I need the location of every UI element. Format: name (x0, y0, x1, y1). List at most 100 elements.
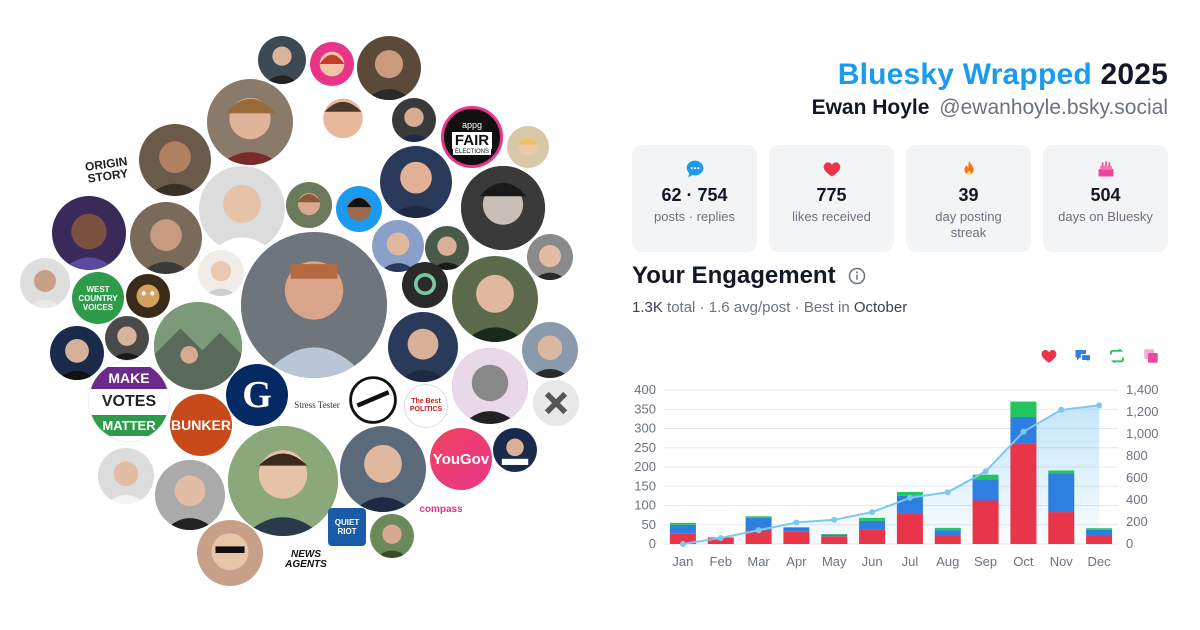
bunker-logo: BUNKER (171, 417, 231, 433)
bar-segment-reposts (821, 533, 848, 535)
avatar-bubble[interactable] (20, 258, 70, 308)
avatar-bubble[interactable] (380, 146, 452, 218)
engagement-total-word: total (667, 299, 696, 316)
avatar-bubble[interactable] (199, 166, 285, 252)
info-icon[interactable] (848, 267, 866, 285)
bar-segment-likes (783, 531, 810, 544)
avatar-bubble[interactable] (452, 256, 538, 342)
origin-story-logo: ORIGIN STORY (84, 154, 129, 186)
title-brand: Bluesky Wrapped (837, 58, 1092, 91)
cumulative-point (831, 516, 838, 523)
y-tick-label-left: 100 (634, 498, 656, 513)
avatar-bubble[interactable] (370, 514, 414, 558)
avatar-bubble[interactable] (52, 196, 126, 270)
quote-icon[interactable] (1142, 347, 1160, 365)
avatar-bubble[interactable] (402, 262, 448, 308)
avatar-bubble-the-bunker[interactable]: BUNKER (170, 394, 232, 456)
avatar-bubble[interactable] (507, 126, 549, 168)
bar-segment-replies (1086, 529, 1113, 536)
avatar-bubble-origin-story[interactable]: ORIGIN STORY (80, 143, 134, 197)
bar-segment-likes (896, 513, 923, 544)
avatar-bubble[interactable] (198, 250, 244, 296)
bar-segment-replies (821, 534, 848, 537)
avatar-bubble-the-guardian[interactable]: G (226, 364, 288, 426)
avatar-bubble[interactable] (461, 166, 545, 250)
avatar-bubble-compass[interactable]: compass (420, 496, 462, 522)
news-agents-logo: NEWS AGENTS (285, 549, 327, 570)
bar-segment-replies (669, 524, 696, 534)
y-tick-label-right: 1,200 (1126, 404, 1159, 419)
avatar-bubble[interactable] (139, 124, 211, 196)
wrapped-header: Bluesky Wrapped 2025 Ewan Hoyle @ewanhoy… (812, 58, 1168, 120)
avatar-bubble[interactable] (310, 88, 376, 154)
avatar-bubble[interactable] (527, 234, 573, 280)
stat-label: days on Bluesky (1058, 209, 1153, 224)
appg-label: appg (461, 119, 483, 130)
x-tick-label: Jun (862, 554, 883, 569)
avatar-bubble[interactable] (207, 79, 293, 165)
elections-label: ELECTIONS (452, 148, 491, 155)
engagement-chart: 0 50 100 150 200 250 300 350 400 0 200 400 600 800 1,0… (634, 382, 1159, 569)
avatar-bubble[interactable] (392, 98, 436, 142)
avatar-bubble[interactable] (286, 182, 332, 228)
avatar-bubble[interactable] (130, 202, 202, 274)
engagement-best-month: October (853, 299, 908, 316)
avatar-bubble-stress-tester[interactable]: Stress Tester (290, 378, 344, 432)
avatar-bubble[interactable] (197, 520, 263, 586)
avatar-bubble[interactable] (340, 426, 426, 512)
avatar-bubble[interactable] (388, 312, 458, 382)
avatar-bubble[interactable] (345, 372, 401, 428)
avatar-bubble-west-country-voices[interactable]: WEST COUNTRY VOICES (72, 272, 124, 324)
best-politics-logo: The Best POLITICS (409, 398, 443, 413)
avatar-bubble[interactable] (155, 460, 225, 530)
avatar-bubble-make-votes-matter[interactable]: MAKE VOTES MATTER (88, 360, 170, 442)
repost-icon[interactable] (1108, 347, 1126, 365)
avatar-bubble[interactable] (372, 220, 424, 272)
x-tick-label: Apr (786, 554, 807, 569)
x-tick-label: Mar (747, 554, 770, 569)
votes-label: VOTES (101, 392, 157, 410)
bar-segment-reposts (783, 527, 810, 528)
avatar-bubble[interactable] (452, 348, 528, 424)
avatar-bubble[interactable] (258, 36, 306, 84)
avatar-bubble[interactable] (105, 316, 149, 360)
avatar-bubble[interactable] (154, 302, 242, 390)
avatar-bubble-central[interactable] (241, 232, 387, 378)
avatar-bubble[interactable] (98, 448, 154, 504)
avatar-bubble[interactable] (50, 326, 104, 380)
avatar-bubble[interactable] (336, 186, 382, 232)
avatar-bubble[interactable] (533, 380, 579, 426)
heart-icon[interactable] (1040, 347, 1058, 365)
user-handle[interactable]: @ewanhoyle.bsky.social (939, 96, 1168, 119)
x-tick-label: May (822, 554, 847, 569)
avatar-bubble-quiet-riot[interactable]: QUIET RIOT (328, 508, 366, 546)
cumulative-point (1020, 428, 1027, 435)
avatar-bubble[interactable] (228, 426, 338, 536)
make-label: MAKE (89, 366, 169, 389)
bar-segment-reposts (896, 492, 923, 496)
bar-segment-replies (1048, 473, 1075, 513)
bar-segment-replies (783, 527, 810, 532)
avatar-bubble[interactable] (522, 322, 578, 378)
y-tick-label-right: 200 (1126, 514, 1148, 529)
replies-icon[interactable] (1074, 347, 1092, 365)
y-tick-label-left: 200 (634, 459, 656, 474)
avatar-bubble-best-politics[interactable]: The Best POLITICS (404, 384, 448, 428)
fair-label: FAIR (451, 131, 493, 149)
bar-segment-likes (859, 529, 886, 544)
cumulative-point (793, 519, 800, 526)
avatar-bubble[interactable] (357, 36, 421, 100)
avatar-bubble-news-agents[interactable]: NEWS AGENTS (282, 544, 330, 576)
x-tick-label: Feb (710, 554, 732, 569)
avatar-bubble-yougov[interactable]: YouGov (430, 428, 492, 490)
avatar-bubble[interactable] (493, 428, 537, 472)
avatar-bubble[interactable] (310, 42, 354, 86)
matter-label: MATTER (89, 414, 169, 436)
bar-segment-likes (1010, 443, 1037, 544)
avatar-bubble[interactable] (126, 274, 170, 318)
bar-segment-replies (934, 530, 961, 536)
avatar-bubble-fair-elections[interactable]: appg FAIR ELECTIONS (441, 106, 503, 168)
x-tick-label: Nov (1050, 554, 1074, 569)
west-country-voices-logo: WEST COUNTRY VOICES (78, 284, 118, 312)
stat-card-posts: 62 · 754 posts · replies (632, 145, 757, 252)
